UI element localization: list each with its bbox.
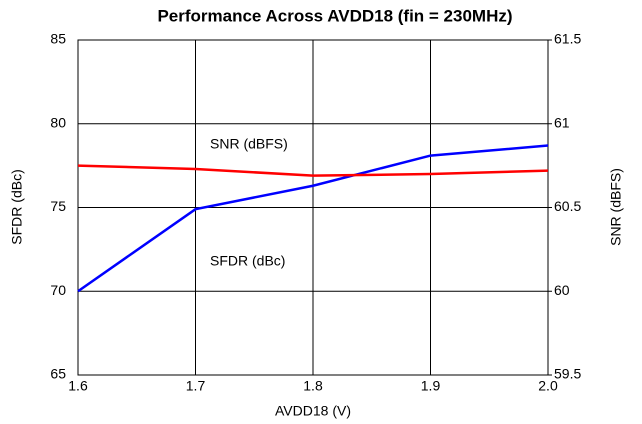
series-annotation: SNR (dBFS) [210,136,288,152]
y-axis-label: SFDR (dBc) [9,169,25,244]
y2-axis-label: SNR (dBFS) [608,168,624,246]
y2-tick-label: 61 [554,114,570,130]
annotation-bg [206,135,308,155]
y-tick-label: 65 [50,366,66,382]
y-tick-label: 75 [50,198,66,214]
series-line [77,144,549,293]
annotation-bg [206,252,308,272]
x-tick-label: 1.8 [303,378,323,394]
series-line [77,164,549,177]
y-tick-label: 85 [50,31,66,47]
y-tick-label: 80 [50,114,66,130]
x-axis-label: AVDD18 (V) [275,403,351,419]
chart-title: Performance Across AVDD18 (fin = 230MHz) [157,6,512,25]
x-tick-label: 2.0 [538,378,558,394]
y2-tick-label: 60 [554,282,570,298]
x-tick-label: 1.7 [186,378,206,394]
y-tick-label: 70 [50,282,66,298]
x-tick-label: 1.6 [68,378,88,394]
series-annotation: SFDR (dBc) [210,253,285,269]
x-tick-label: 1.9 [421,378,441,394]
y2-tick-label: 59.5 [554,366,581,382]
y2-tick-label: 60.5 [554,198,581,214]
y2-tick-label: 61.5 [554,31,581,47]
